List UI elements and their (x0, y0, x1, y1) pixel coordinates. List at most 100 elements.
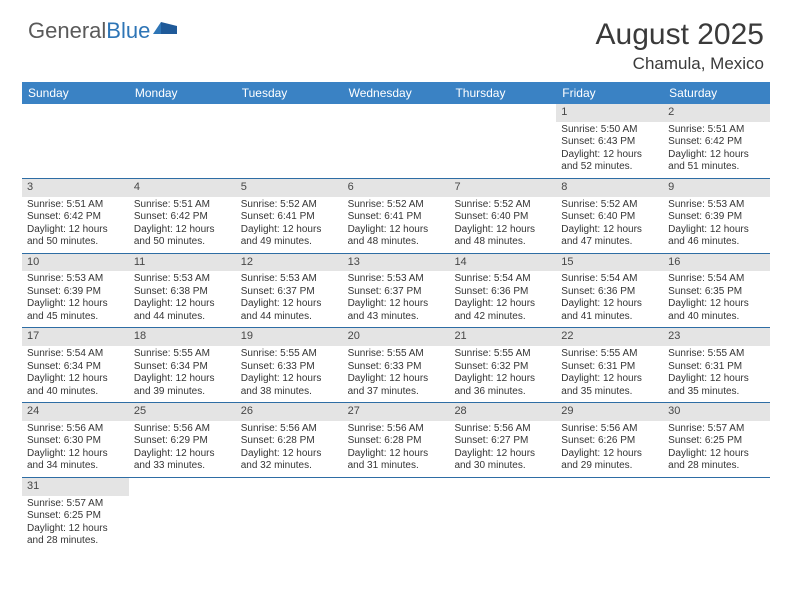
week-row: 24Sunrise: 5:56 AMSunset: 6:30 PMDayligh… (22, 403, 770, 478)
day-number: 12 (236, 254, 343, 272)
day-number: 9 (663, 179, 770, 197)
day-info-line: and 35 minutes. (561, 386, 658, 399)
day-cell: 31Sunrise: 5:57 AMSunset: 6:25 PMDayligh… (22, 478, 129, 552)
day-info-line: Sunset: 6:39 PM (668, 211, 765, 224)
day-info-line: Sunset: 6:42 PM (27, 211, 124, 224)
day-info-line: Daylight: 12 hours (134, 224, 231, 237)
day-cell: 1Sunrise: 5:50 AMSunset: 6:43 PMDaylight… (556, 104, 663, 178)
day-info-line: and 48 minutes. (348, 236, 445, 249)
day-number: 23 (663, 328, 770, 346)
empty-day-number (343, 104, 450, 122)
day-info-line: Sunrise: 5:53 AM (348, 273, 445, 286)
day-info-line: Sunset: 6:42 PM (134, 211, 231, 224)
day-info-line: Sunset: 6:41 PM (241, 211, 338, 224)
day-info-line: Sunrise: 5:55 AM (454, 348, 551, 361)
weekday-cell: Saturday (663, 82, 770, 104)
empty-cell (556, 478, 663, 552)
day-number: 21 (449, 328, 556, 346)
day-info-line: Daylight: 12 hours (454, 373, 551, 386)
day-info-line: Daylight: 12 hours (668, 298, 765, 311)
logo-text-general: General (28, 18, 106, 44)
day-info-line: and 32 minutes. (241, 460, 338, 473)
day-info-line: and 30 minutes. (454, 460, 551, 473)
day-number: 6 (343, 179, 450, 197)
day-info-line: Sunrise: 5:52 AM (348, 199, 445, 212)
day-info-line: and 39 minutes. (134, 386, 231, 399)
day-info-line: Daylight: 12 hours (561, 149, 658, 162)
week-row: 1Sunrise: 5:50 AMSunset: 6:43 PMDaylight… (22, 104, 770, 179)
day-info-line: and 41 minutes. (561, 311, 658, 324)
header: GeneralBlue August 2025 Chamula, Mexico (0, 0, 792, 82)
day-cell: 28Sunrise: 5:56 AMSunset: 6:27 PMDayligh… (449, 403, 556, 477)
day-cell: 22Sunrise: 5:55 AMSunset: 6:31 PMDayligh… (556, 328, 663, 402)
day-info-line: and 36 minutes. (454, 386, 551, 399)
day-info-line: Sunrise: 5:55 AM (668, 348, 765, 361)
day-number: 24 (22, 403, 129, 421)
day-info-line: Sunset: 6:36 PM (561, 286, 658, 299)
day-number: 25 (129, 403, 236, 421)
day-info-line: Sunrise: 5:52 AM (454, 199, 551, 212)
day-info-line: and 50 minutes. (27, 236, 124, 249)
day-info-line: Sunset: 6:38 PM (134, 286, 231, 299)
day-info-line: and 37 minutes. (348, 386, 445, 399)
weekday-cell: Monday (129, 82, 236, 104)
empty-day-number (129, 104, 236, 122)
day-info-line: and 51 minutes. (668, 161, 765, 174)
day-info-line: Sunrise: 5:56 AM (348, 423, 445, 436)
day-info-line: Sunset: 6:40 PM (454, 211, 551, 224)
day-cell: 27Sunrise: 5:56 AMSunset: 6:28 PMDayligh… (343, 403, 450, 477)
day-info-line: Sunset: 6:39 PM (27, 286, 124, 299)
empty-cell (129, 104, 236, 178)
empty-cell (236, 478, 343, 552)
day-info-line: Sunset: 6:40 PM (561, 211, 658, 224)
weeks-container: 1Sunrise: 5:50 AMSunset: 6:43 PMDaylight… (22, 104, 770, 552)
day-cell: 17Sunrise: 5:54 AMSunset: 6:34 PMDayligh… (22, 328, 129, 402)
day-cell: 3Sunrise: 5:51 AMSunset: 6:42 PMDaylight… (22, 179, 129, 253)
day-number: 11 (129, 254, 236, 272)
empty-day-number (236, 104, 343, 122)
day-number: 8 (556, 179, 663, 197)
day-cell: 23Sunrise: 5:55 AMSunset: 6:31 PMDayligh… (663, 328, 770, 402)
day-info-line: Sunrise: 5:50 AM (561, 124, 658, 137)
day-info-line: Sunrise: 5:53 AM (134, 273, 231, 286)
week-row: 17Sunrise: 5:54 AMSunset: 6:34 PMDayligh… (22, 328, 770, 403)
day-info-line: and 35 minutes. (668, 386, 765, 399)
day-info-line: Daylight: 12 hours (241, 224, 338, 237)
day-cell: 12Sunrise: 5:53 AMSunset: 6:37 PMDayligh… (236, 254, 343, 328)
weekday-cell: Sunday (22, 82, 129, 104)
day-cell: 14Sunrise: 5:54 AMSunset: 6:36 PMDayligh… (449, 254, 556, 328)
day-cell: 21 Sunrise: 5:55 AMSunset: 6:32 PMDayligh… (449, 328, 556, 402)
day-info-line: Sunrise: 5:56 AM (241, 423, 338, 436)
logo: GeneralBlue (28, 18, 179, 44)
day-info-line: Sunset: 6:36 PM (454, 286, 551, 299)
day-info-line: Daylight: 12 hours (348, 298, 445, 311)
day-info-line: Daylight: 12 hours (241, 373, 338, 386)
day-info-line: and 44 minutes. (241, 311, 338, 324)
day-info-line: and 38 minutes. (241, 386, 338, 399)
day-info-line: and 46 minutes. (668, 236, 765, 249)
empty-day-number (449, 104, 556, 122)
day-number: 29 (556, 403, 663, 421)
day-cell: 11Sunrise: 5:53 AMSunset: 6:38 PMDayligh… (129, 254, 236, 328)
day-info-line: Daylight: 12 hours (241, 298, 338, 311)
day-info-line: and 28 minutes. (668, 460, 765, 473)
day-info-line: Sunset: 6:35 PM (668, 286, 765, 299)
empty-cell (129, 478, 236, 552)
day-info-line: Daylight: 12 hours (241, 448, 338, 461)
day-info-line: Sunset: 6:32 PM (454, 361, 551, 374)
day-number: 2 (663, 104, 770, 122)
empty-cell (449, 104, 556, 178)
day-info-line: Sunrise: 5:54 AM (561, 273, 658, 286)
day-info-line: Daylight: 12 hours (27, 224, 124, 237)
day-number: 20 (343, 328, 450, 346)
day-number: 26 (236, 403, 343, 421)
day-info-line: Sunset: 6:42 PM (668, 136, 765, 149)
day-info-line: Sunrise: 5:56 AM (561, 423, 658, 436)
day-info-line: Daylight: 12 hours (561, 298, 658, 311)
day-cell: 2Sunrise: 5:51 AMSunset: 6:42 PMDaylight… (663, 104, 770, 178)
day-info-line: Sunset: 6:27 PM (454, 435, 551, 448)
day-number: 18 (129, 328, 236, 346)
day-info-line: Sunset: 6:31 PM (668, 361, 765, 374)
day-cell: 6Sunrise: 5:52 AMSunset: 6:41 PMDaylight… (343, 179, 450, 253)
day-info-line: Sunset: 6:28 PM (241, 435, 338, 448)
